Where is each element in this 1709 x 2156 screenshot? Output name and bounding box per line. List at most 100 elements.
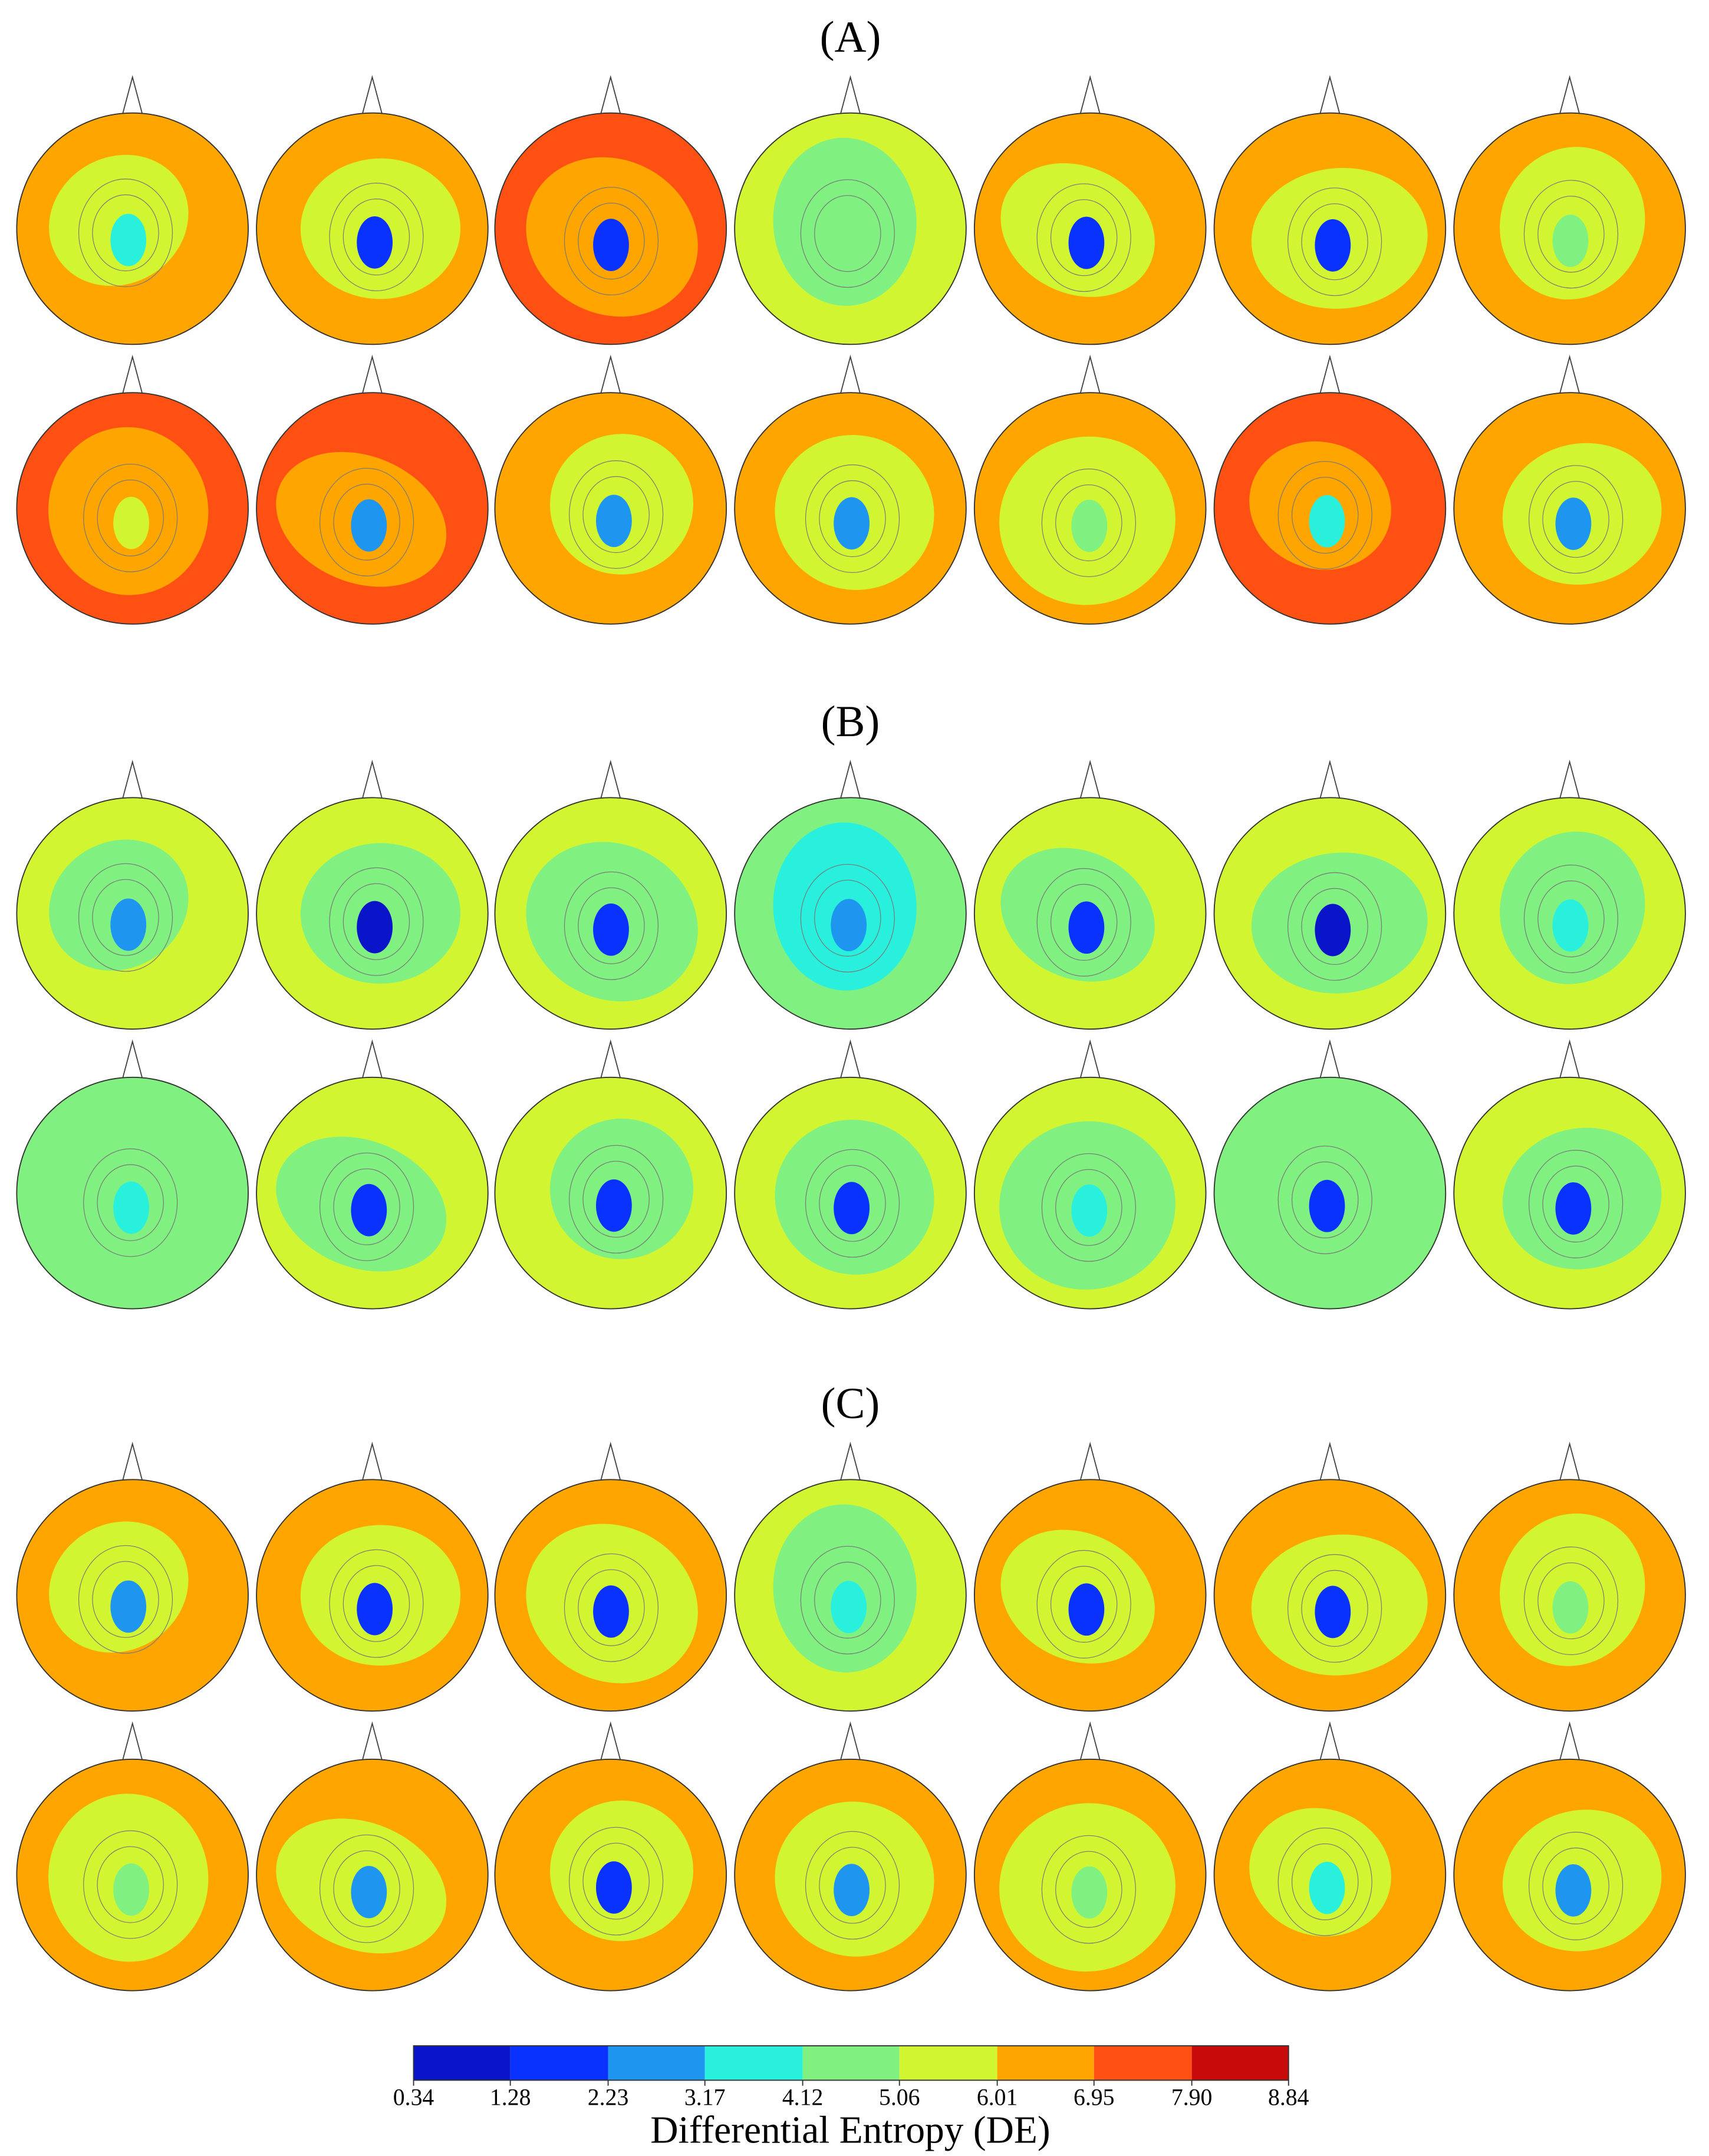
contour-line <box>819 1847 886 1924</box>
center-level <box>113 1863 149 1916</box>
topomap <box>734 759 967 1030</box>
center-level <box>351 1865 387 1918</box>
contour-line <box>1041 469 1136 578</box>
nose <box>838 75 862 119</box>
center-level <box>1068 216 1105 269</box>
nose <box>1078 1721 1102 1765</box>
head-outline <box>734 797 967 1030</box>
contour-line <box>819 1165 886 1242</box>
topomap <box>734 354 967 625</box>
topomap <box>973 1721 1207 1992</box>
contour-line <box>329 1549 424 1658</box>
contour-line <box>805 1831 900 1940</box>
contour-line <box>1301 888 1368 965</box>
center-level <box>113 1181 149 1234</box>
center-level <box>357 1583 393 1636</box>
map-fill <box>495 393 727 624</box>
center-level <box>110 898 147 951</box>
colorbar-segment <box>413 2046 511 2081</box>
head-outline <box>1453 1076 1686 1310</box>
contour-line <box>1036 1550 1131 1659</box>
center-level <box>1315 904 1351 957</box>
colorbar-segment <box>608 2046 705 2081</box>
contour-line <box>1542 1165 1609 1242</box>
nose <box>1078 759 1102 803</box>
contour-line <box>320 1834 414 1943</box>
colorbar-tick-label: 2.23 <box>588 2084 629 2110</box>
map-fill <box>1214 797 1446 1030</box>
nose <box>838 354 862 398</box>
nose <box>360 1721 384 1765</box>
contour-line <box>800 863 895 972</box>
nose <box>838 759 862 803</box>
colorbar-segment <box>899 2046 997 2081</box>
colorbar-segment <box>1191 2046 1289 2081</box>
head-outline <box>1453 1479 1686 1712</box>
contour-line <box>329 183 424 292</box>
contour-line <box>569 1145 664 1254</box>
contour-line <box>582 476 650 553</box>
contour-line <box>329 867 424 976</box>
colorbar-tick-label: 7.90 <box>1171 2084 1213 2110</box>
topomap <box>1453 1721 1686 1992</box>
topomap <box>973 759 1207 1030</box>
head-outline <box>1453 797 1686 1030</box>
nose <box>1318 75 1342 119</box>
nose <box>599 1441 623 1485</box>
map-fill <box>256 797 488 1030</box>
colorbar-segment <box>1094 2046 1192 2081</box>
contour-line <box>805 1149 900 1258</box>
contour-line <box>1523 180 1618 289</box>
contour-line <box>97 1164 164 1241</box>
colorbar-tick-label: 1.28 <box>490 2084 531 2110</box>
nose <box>121 1721 144 1765</box>
topomap <box>1213 759 1447 1030</box>
head-outline <box>16 1758 249 1992</box>
contour-line <box>569 460 664 569</box>
nose <box>360 759 384 803</box>
map-fill <box>17 1479 249 1712</box>
topomap <box>494 354 727 625</box>
center-level <box>834 1864 870 1917</box>
contour-line <box>564 187 659 296</box>
head-outline <box>973 797 1207 1030</box>
nose <box>599 1039 623 1083</box>
nose <box>1078 1039 1102 1083</box>
center-level <box>831 899 867 951</box>
topomap <box>256 1721 489 1992</box>
contour-line <box>1050 199 1118 276</box>
topomap <box>973 1441 1207 1712</box>
colorbar-frame <box>413 2045 1289 2081</box>
center-level <box>1309 1179 1345 1232</box>
topomap <box>494 75 727 345</box>
nose <box>1318 759 1342 803</box>
contour-line <box>333 1850 400 1927</box>
nose <box>121 759 144 803</box>
topomap <box>1213 1441 1447 1712</box>
nose <box>360 354 384 398</box>
contour-line <box>1287 1554 1382 1663</box>
nose <box>838 1441 862 1485</box>
contour-line <box>578 202 645 280</box>
nose <box>599 75 623 119</box>
map-fill <box>17 393 249 624</box>
contour-line <box>320 467 414 576</box>
center-level <box>593 1585 629 1638</box>
nose <box>1078 75 1102 119</box>
head-outline <box>1213 1479 1447 1712</box>
center-level <box>357 901 393 954</box>
map-fill <box>495 113 727 345</box>
contour-line <box>1277 1827 1372 1936</box>
map-fill <box>1454 393 1685 624</box>
colorbar-tick-label: 4.12 <box>782 2084 824 2110</box>
topomap <box>1453 1441 1686 1712</box>
head-outline <box>1213 392 1447 625</box>
map-fill <box>1214 113 1446 345</box>
center-level <box>1309 495 1345 548</box>
topomap <box>973 1039 1207 1310</box>
contour-line <box>800 1545 895 1654</box>
center-level <box>1071 1866 1108 1919</box>
center-level <box>1552 1581 1589 1634</box>
head-outline <box>494 1479 727 1712</box>
